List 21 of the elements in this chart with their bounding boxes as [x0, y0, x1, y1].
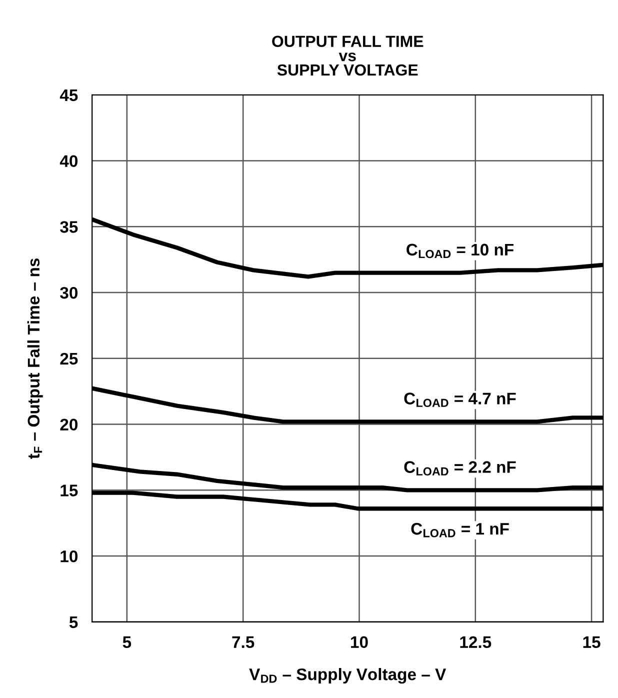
- y-axis-title: t$_{F}$ – Output Fall Time – ns: [27, 258, 43, 459]
- chart-title: OUTPUT FALL TIME vs SUPPLY VOLTAGE: [272, 36, 424, 76]
- y-tick-label: 25: [60, 352, 78, 365]
- y-tick-label: 30: [60, 286, 78, 299]
- x-tick-label: 10: [351, 636, 368, 648]
- series-label: C$_{LOAD}$ = 4.7 nF: [404, 392, 516, 408]
- x-tick-label: 15: [583, 636, 600, 648]
- y-tick-label: 5: [69, 616, 78, 628]
- y-tick-label: 20: [60, 418, 78, 430]
- series-label: C$_{LOAD}$ = 10 nF: [406, 244, 514, 258]
- y-tick-label: 45: [60, 90, 78, 102]
- x-axis-title: V$_{DD}$ – Supply Voltage – V: [249, 668, 446, 684]
- y-tick-label: 15: [60, 484, 78, 496]
- x-tick-label: 12.5: [460, 636, 492, 648]
- y-tick-label: 40: [60, 155, 78, 168]
- y-tick-label: 35: [60, 221, 78, 233]
- x-tick-label: 5: [122, 636, 132, 648]
- series-label: C$_{LOAD}$ = 1 nF: [411, 522, 509, 538]
- x-tick-label: 7.5: [232, 636, 254, 648]
- series-label: C$_{LOAD}$ = 2.2 nF: [404, 461, 516, 476]
- y-tick-label: 10: [60, 550, 78, 562]
